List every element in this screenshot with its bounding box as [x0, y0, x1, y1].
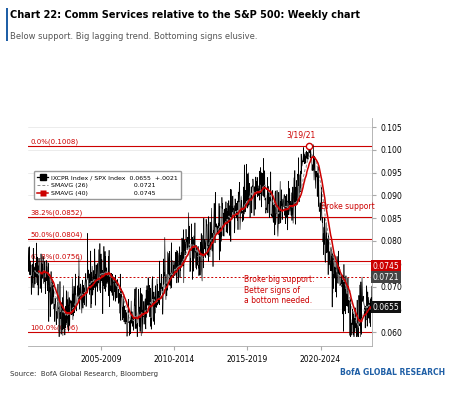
Text: Broke support: Broke support [320, 202, 374, 211]
Text: Chart 22: Comm Services relative to the S&P 500: Weekly chart: Chart 22: Comm Services relative to the … [10, 10, 360, 20]
Text: 38.2%(0.0852): 38.2%(0.0852) [30, 209, 83, 216]
Text: 0.0655: 0.0655 [373, 303, 399, 312]
Text: 0.0%(0.1008): 0.0%(0.1008) [30, 138, 78, 145]
Text: 3/19/21: 3/19/21 [286, 130, 315, 140]
Text: 0.0721: 0.0721 [373, 272, 399, 281]
Text: Broke big support.
Better signs of
a bottom needed.: Broke big support. Better signs of a bot… [244, 275, 315, 305]
Text: 50.0%(0.0804): 50.0%(0.0804) [30, 231, 83, 238]
Text: Source:  BofA Global Research, Bloomberg: Source: BofA Global Research, Bloomberg [10, 371, 158, 377]
Text: Below support. Big lagging trend. Bottoming signs elusive.: Below support. Big lagging trend. Bottom… [10, 32, 257, 41]
Text: BofA GLOBAL RESEARCH: BofA GLOBAL RESEARCH [340, 368, 445, 377]
Text: 61.8%(0.0756): 61.8%(0.0756) [30, 253, 83, 260]
Legend: IXCPR Index / SPX Index  0.0655  +.0021, SMAVG (26)                       0.0721: IXCPR Index / SPX Index 0.0655 +.0021, S… [34, 171, 181, 199]
Text: 100.0%(0.06): 100.0%(0.06) [30, 324, 78, 331]
Text: 0.0745: 0.0745 [373, 262, 399, 270]
